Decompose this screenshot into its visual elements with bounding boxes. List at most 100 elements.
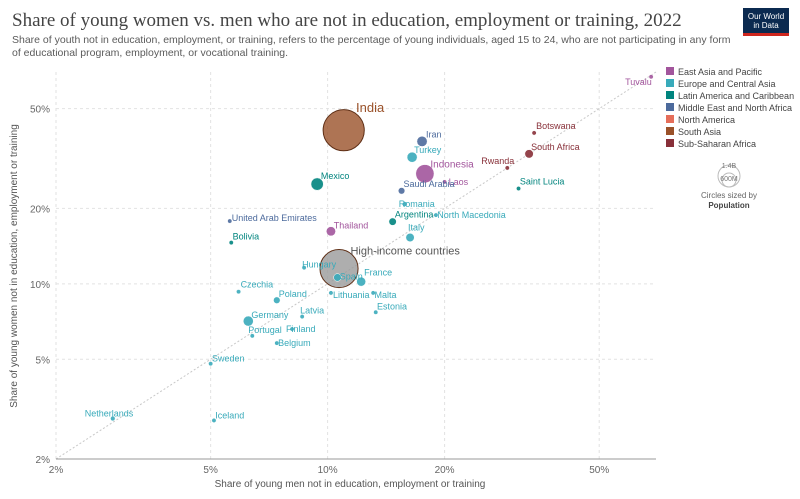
legend-swatch [666, 115, 674, 123]
size-circle-small [721, 172, 737, 188]
x-tick-label: 5% [203, 465, 218, 476]
logo-line-1: Our World [747, 12, 785, 21]
data-point [333, 273, 342, 282]
data-point [415, 164, 435, 184]
data-point [388, 217, 397, 226]
point-label: Belgium [278, 338, 311, 348]
point-label: Argentina [395, 210, 434, 220]
data-point [274, 340, 280, 346]
point-label: Hungary [302, 260, 337, 270]
point-label: Finland [286, 324, 316, 334]
data-point [442, 179, 448, 185]
data-point [416, 135, 428, 147]
point-label: Iran [426, 129, 442, 139]
point-label: Lithuania [333, 290, 370, 300]
point-label: Czechia [241, 280, 274, 290]
chart-subtitle: Share of youth not in education, employm… [12, 34, 731, 59]
data-point [322, 109, 365, 152]
data-point [648, 74, 654, 80]
data-point [289, 326, 295, 332]
y-tick-label: 2% [36, 455, 51, 466]
data-point [319, 249, 359, 289]
legend-label: Latin America and Caribbean [678, 91, 794, 101]
point-label: Malta [374, 290, 396, 300]
size-caption-1: Circles sized by [701, 191, 757, 200]
data-point [356, 276, 366, 287]
point-label: Netherlands [85, 409, 134, 419]
legend-swatch [666, 103, 674, 111]
y-tick-label: 10% [30, 280, 50, 291]
point-label: Romania [399, 199, 435, 209]
data-point [516, 186, 521, 191]
x-axis-label: Share of young men not in education, emp… [215, 479, 486, 490]
logo-line-2: in Data [753, 21, 779, 30]
data-point [504, 165, 510, 171]
size-label-large: 1.4B [722, 163, 737, 170]
data-point [273, 296, 281, 304]
data-point [310, 177, 324, 191]
point-label: Bolivia [233, 232, 260, 242]
data-point [242, 315, 254, 327]
size-caption-2: Population [708, 201, 749, 210]
y-tick-label: 50% [30, 105, 50, 116]
data-point [208, 361, 214, 367]
data-point [326, 226, 336, 237]
point-label: Poland [279, 289, 307, 299]
size-label-small: 600M [720, 176, 738, 183]
point-label: Spain [340, 271, 363, 281]
legend-swatch [666, 127, 674, 135]
data-point [249, 333, 255, 339]
legend-label: East Asia and Pacific [678, 67, 763, 77]
legend-label: South Asia [678, 127, 721, 137]
point-label: Saudi Arabia [404, 179, 455, 189]
legend-swatch [666, 91, 674, 99]
point-label: Saint Lucia [520, 177, 565, 187]
point-label: Indonesia [430, 160, 474, 171]
data-point [524, 149, 534, 159]
legend-label: Europe and Central Asia [678, 79, 776, 89]
data-point [370, 290, 376, 296]
data-point [211, 417, 217, 423]
data-point [402, 201, 408, 207]
data-point [373, 309, 379, 315]
data-point [301, 265, 307, 271]
legend-swatch [666, 79, 674, 87]
data-point [227, 218, 233, 224]
point-label: India [356, 100, 385, 115]
x-tick-label: 50% [589, 465, 609, 476]
point-label: Botswana [536, 121, 576, 131]
y-tick-label: 5% [36, 355, 51, 366]
point-label: Turkey [414, 145, 442, 155]
legend: East Asia and Pacific Europe and Central … [666, 67, 794, 149]
point-label: Portugal [248, 325, 282, 335]
point-label: Latvia [300, 306, 324, 316]
point-label: Estonia [377, 301, 407, 311]
point-label: United Arab Emirates [232, 213, 318, 223]
point-label: Rwanda [481, 156, 514, 166]
axes: 2% 5% 10% 20% 50% 2% 5% 10% 20% 50% Share of young… [9, 105, 656, 490]
point-label: Germany [251, 310, 289, 320]
legend-swatch [666, 139, 674, 147]
point-label: North Macedonia [437, 210, 506, 220]
legend-swatch [666, 67, 674, 75]
legend-label: North America [678, 115, 735, 125]
point-label: Mexico [321, 171, 350, 181]
point-label: Sweden [212, 354, 245, 364]
data-point [433, 212, 439, 218]
data-point [110, 415, 116, 422]
point-label: South Africa [531, 142, 580, 152]
point-label: Laos [449, 177, 469, 187]
point-labels: Tuvalu India Botswana Iran South Africa Turke… [85, 77, 652, 421]
data-point [228, 240, 234, 246]
data-points [110, 74, 654, 423]
point-label: Thailand [334, 220, 369, 230]
point-label: High-income countries [350, 246, 460, 258]
data-point [531, 130, 537, 136]
point-label: Iceland [215, 410, 244, 420]
chart-title: Share of young women vs. men who are not… [12, 10, 682, 31]
point-label: Tuvalu [625, 77, 652, 87]
owid-logo[interactable]: Our World in Data [743, 8, 789, 36]
x-tick-label: 2% [49, 465, 64, 476]
